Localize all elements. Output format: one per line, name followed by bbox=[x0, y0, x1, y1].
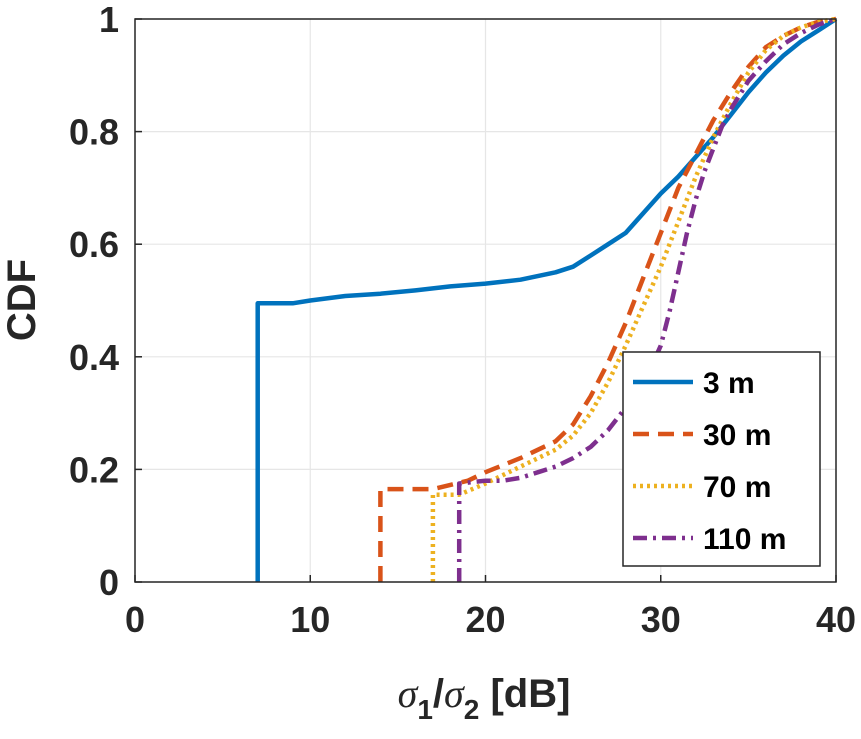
series-line-110-m bbox=[456, 16, 837, 582]
legend-label: 110 m bbox=[703, 523, 786, 556]
y-tick-label: 0.8 bbox=[69, 112, 119, 153]
x-tick-label: 40 bbox=[816, 599, 856, 640]
x-label-subscript-1: 1 bbox=[417, 694, 433, 725]
x-axis-label: σ1/σ2 [dB] bbox=[398, 671, 571, 725]
legend-label: 3 m bbox=[703, 367, 755, 400]
x-label-sigma-1: σ bbox=[398, 671, 419, 716]
y-tick-label: 0.4 bbox=[69, 337, 119, 378]
series-line-3-m bbox=[255, 17, 838, 582]
x-tick-label: 30 bbox=[641, 599, 681, 640]
x-tick-label: 20 bbox=[465, 599, 505, 640]
series-line-70-m bbox=[430, 16, 837, 582]
x-tick-label: 10 bbox=[290, 599, 330, 640]
y-tick-label: 0.2 bbox=[69, 449, 119, 490]
axis-ticks: 0 10 20 30 40 0 0.2 0.4 0.6 0.8 1 bbox=[69, 0, 856, 640]
series-layer bbox=[255, 16, 838, 582]
legend-label: 30 m bbox=[703, 419, 771, 452]
x-label-subscript-2: 2 bbox=[464, 694, 480, 725]
y-axis-label: CDF bbox=[0, 259, 44, 341]
y-tick-label: 0 bbox=[99, 562, 119, 603]
y-tick-label: 0.6 bbox=[69, 224, 119, 265]
x-label-unit: [dB] bbox=[479, 672, 570, 716]
y-tick-label: 1 bbox=[99, 0, 119, 40]
legend-box bbox=[622, 351, 821, 567]
x-label-sigma-2: σ bbox=[444, 671, 465, 716]
series-line-30-m bbox=[378, 16, 837, 582]
legend: 3 m 30 m 70 m 110 m bbox=[622, 351, 821, 567]
legend-label: 70 m bbox=[703, 471, 771, 504]
x-tick-label: 0 bbox=[125, 599, 145, 640]
x-label-slash: / bbox=[433, 672, 444, 716]
